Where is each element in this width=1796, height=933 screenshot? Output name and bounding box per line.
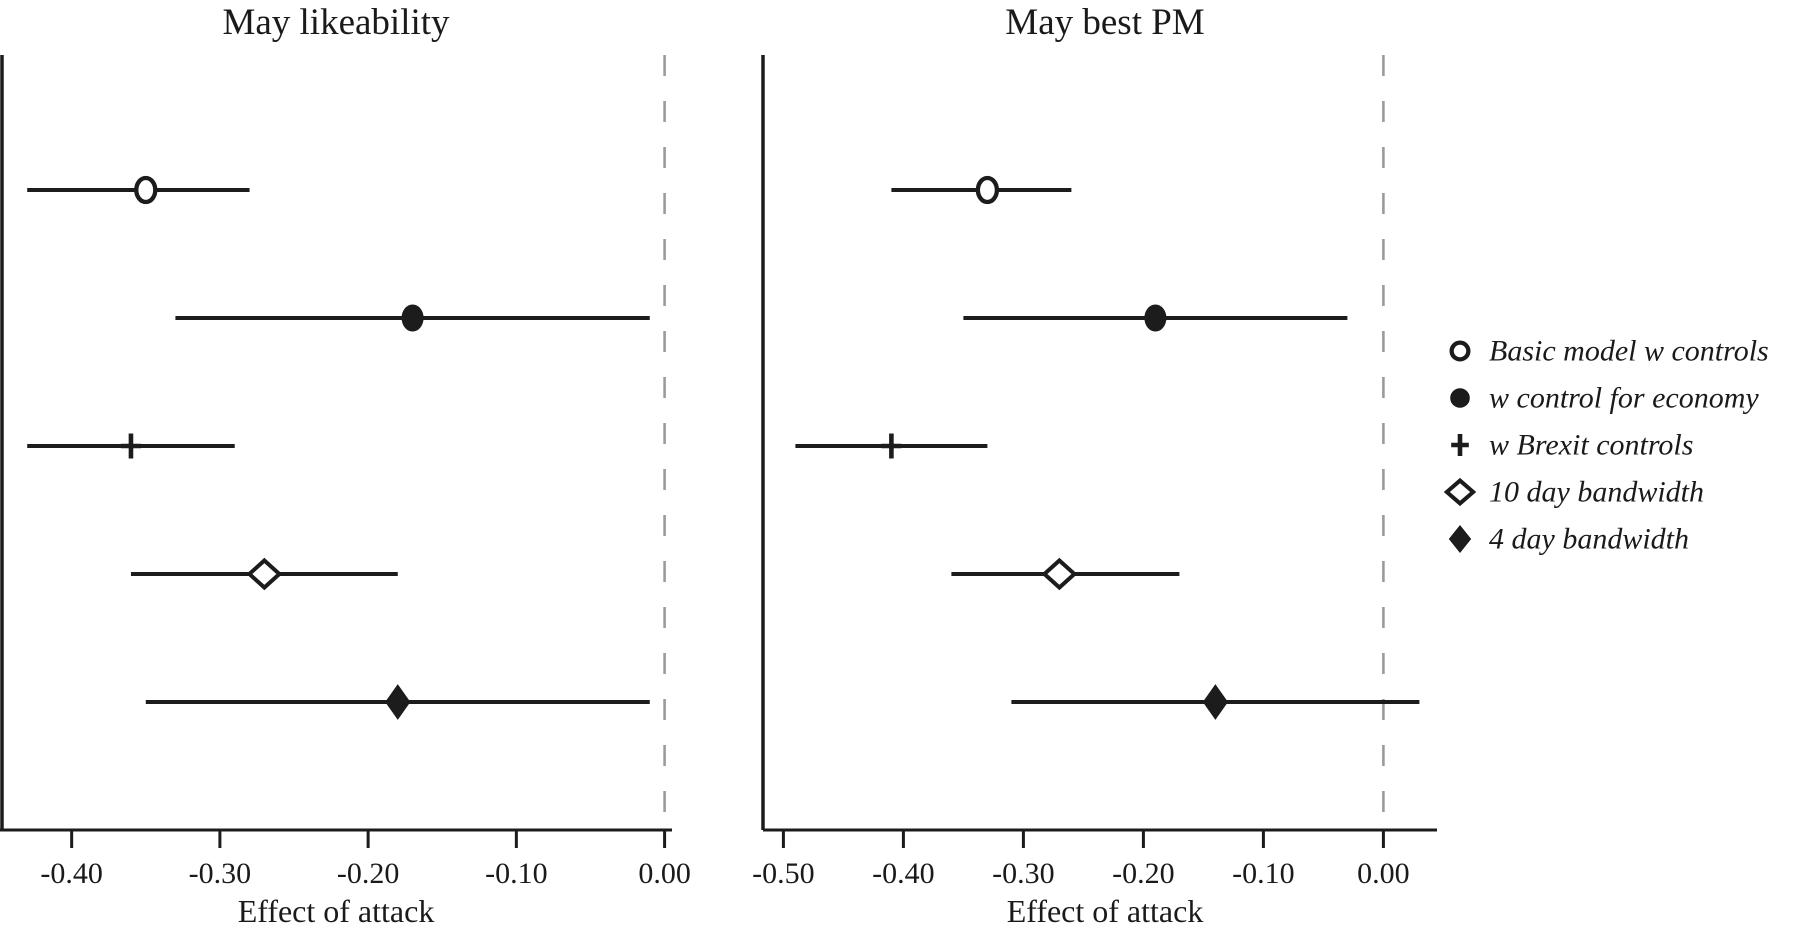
marker-diamond-open (1041, 557, 1078, 591)
x-tick-label: -0.50 (752, 857, 815, 890)
legend-label: w Brexit controls (1489, 429, 1693, 462)
legend-item: w control for economy (1450, 382, 1759, 415)
panel-title-may-best-pm: May best PM (1005, 2, 1205, 43)
marker-circle-open (1449, 340, 1471, 362)
marker-circle-filled (1144, 304, 1167, 332)
legend: Basic model w controls w control for econ… (1443, 335, 1769, 556)
x-tick-label: -0.40 (40, 857, 103, 890)
panel-may-likeability: -0.40 -0.30 -0.20 -0.10 0.00 (0, 55, 691, 890)
estimate-row (891, 175, 1072, 205)
marker-diamond-filled (1202, 684, 1229, 720)
estimate-row (1011, 684, 1420, 720)
legend-item: w Brexit controls (1451, 429, 1693, 462)
x-tick-label: 0.00 (638, 857, 691, 890)
marker-diamond-open (1443, 477, 1477, 507)
x-axis-label-right: Effect of attack (1006, 893, 1204, 929)
marker-circle-filled (1450, 388, 1470, 408)
panel-may-best-pm: -0.50 -0.40 -0.30 -0.20 -0.10 0.00 (752, 55, 1437, 890)
legend-label: 10 day bandwidth (1489, 476, 1704, 509)
x-tick-label: -0.10 (485, 857, 548, 890)
x-tick-label: 0.00 (1357, 857, 1410, 890)
estimate-row (795, 433, 988, 459)
legend-item: 4 day bandwidth (1448, 523, 1689, 556)
x-tick-label: -0.20 (1112, 857, 1175, 890)
marker-plus (1451, 434, 1469, 456)
estimate-row (145, 684, 650, 720)
x-tick-label: -0.10 (1232, 857, 1295, 890)
x-tick-label: -0.30 (189, 857, 252, 890)
x-tick-label: -0.30 (992, 857, 1055, 890)
legend-label: w control for economy (1489, 382, 1759, 415)
marker-plus (881, 433, 902, 459)
estimate-row (951, 557, 1180, 591)
estimate-row (27, 175, 250, 205)
legend-label: Basic model w controls (1489, 335, 1769, 368)
marker-circle-filled (401, 304, 424, 332)
marker-circle-open (134, 175, 158, 205)
x-tick-label: -0.40 (872, 857, 935, 890)
estimate-row (963, 304, 1348, 332)
x-axis-label-left: Effect of attack (237, 893, 435, 929)
legend-label: 4 day bandwidth (1489, 523, 1689, 556)
legend-item: Basic model w controls (1449, 335, 1769, 368)
marker-plus (120, 433, 141, 459)
panel-title-may-likeability: May likeability (222, 2, 450, 43)
marker-diamond-filled (1448, 524, 1472, 554)
estimate-row (27, 433, 235, 459)
marker-diamond-open (246, 557, 283, 591)
x-tick-label: -0.20 (337, 857, 400, 890)
marker-diamond-filled (385, 684, 411, 720)
marker-circle-open (975, 175, 1000, 205)
legend-item: 10 day bandwidth (1443, 476, 1704, 509)
estimate-row (130, 557, 398, 591)
estimate-row (175, 304, 650, 332)
